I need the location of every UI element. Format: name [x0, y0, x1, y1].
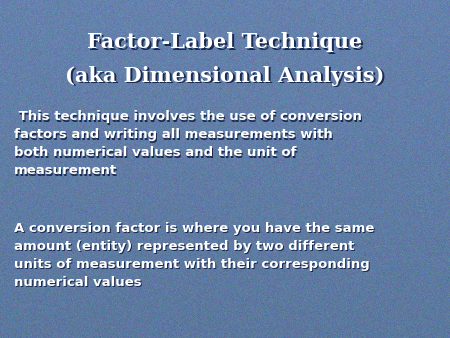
Text: (aka Dimensional Analysis): (aka Dimensional Analysis) — [65, 66, 385, 86]
Text: A conversion factor is where you have the same
amount (entity) represented by tw: A conversion factor is where you have th… — [15, 223, 376, 290]
Text: A conversion factor is where you have the same
amount (entity) represented by tw: A conversion factor is where you have th… — [14, 222, 374, 289]
Text: Factor-Label Technique: Factor-Label Technique — [87, 32, 363, 52]
Text: This technique involves the use of conversion
factors and writing all measuremen: This technique involves the use of conve… — [14, 110, 361, 177]
Text: Factor-Label Technique: Factor-Label Technique — [89, 33, 365, 54]
Text: This technique involves the use of conversion
factors and writing all measuremen: This technique involves the use of conve… — [15, 112, 363, 178]
Text: (aka Dimensional Analysis): (aka Dimensional Analysis) — [67, 67, 387, 88]
